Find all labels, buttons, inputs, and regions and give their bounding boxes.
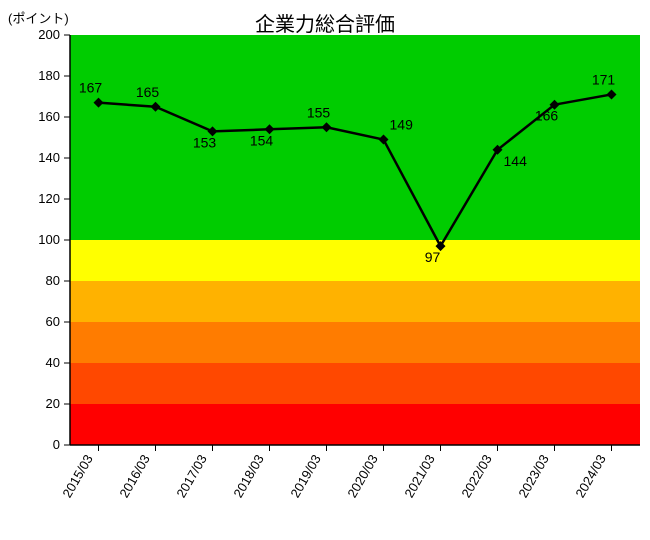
y-tick-label: 100 — [38, 232, 60, 247]
band — [70, 363, 640, 404]
y-tick-label: 160 — [38, 109, 60, 124]
x-tick-label: 2016/03 — [116, 452, 152, 500]
y-tick-label: 40 — [46, 355, 60, 370]
x-tick-label: 2020/03 — [344, 452, 380, 500]
data-label: 167 — [79, 80, 103, 96]
x-tick-label: 2023/03 — [515, 452, 551, 500]
data-label: 154 — [250, 132, 274, 148]
y-tick-label: 180 — [38, 68, 60, 83]
band — [70, 322, 640, 363]
data-label: 97 — [425, 249, 441, 265]
x-tick-label: 2024/03 — [572, 452, 608, 500]
y-tick-label: 80 — [46, 273, 60, 288]
x-tick-label: 2017/03 — [173, 452, 209, 500]
band — [70, 35, 640, 240]
band — [70, 404, 640, 445]
chart-container: 企業力総合評価 (ポイント) 0204060801001201401601802… — [0, 0, 650, 540]
data-label: 165 — [136, 84, 160, 100]
band — [70, 240, 640, 281]
data-label: 166 — [535, 108, 559, 124]
y-tick-label: 120 — [38, 191, 60, 206]
x-tick-label: 2018/03 — [230, 452, 266, 500]
data-label: 153 — [193, 134, 217, 150]
y-tick-label: 200 — [38, 27, 60, 42]
chart-svg: 0 20 40 60 80 100 120 140 160 180 200 2015/03 2016/0… — [0, 0, 650, 540]
data-label: 144 — [504, 153, 528, 169]
x-tick-label: 2021/03 — [401, 452, 437, 500]
y-tick-label: 140 — [38, 150, 60, 165]
x-tick-label: 2022/03 — [458, 452, 494, 500]
y-tick-label: 0 — [53, 437, 60, 452]
band — [70, 281, 640, 322]
data-label: 171 — [592, 71, 616, 87]
y-tick-label: 20 — [46, 396, 60, 411]
x-tick-label: 2019/03 — [287, 452, 323, 500]
x-tick-label: 2015/03 — [59, 452, 95, 500]
y-tick-label: 60 — [46, 314, 60, 329]
data-label: 149 — [390, 117, 414, 133]
data-label: 155 — [307, 104, 331, 120]
